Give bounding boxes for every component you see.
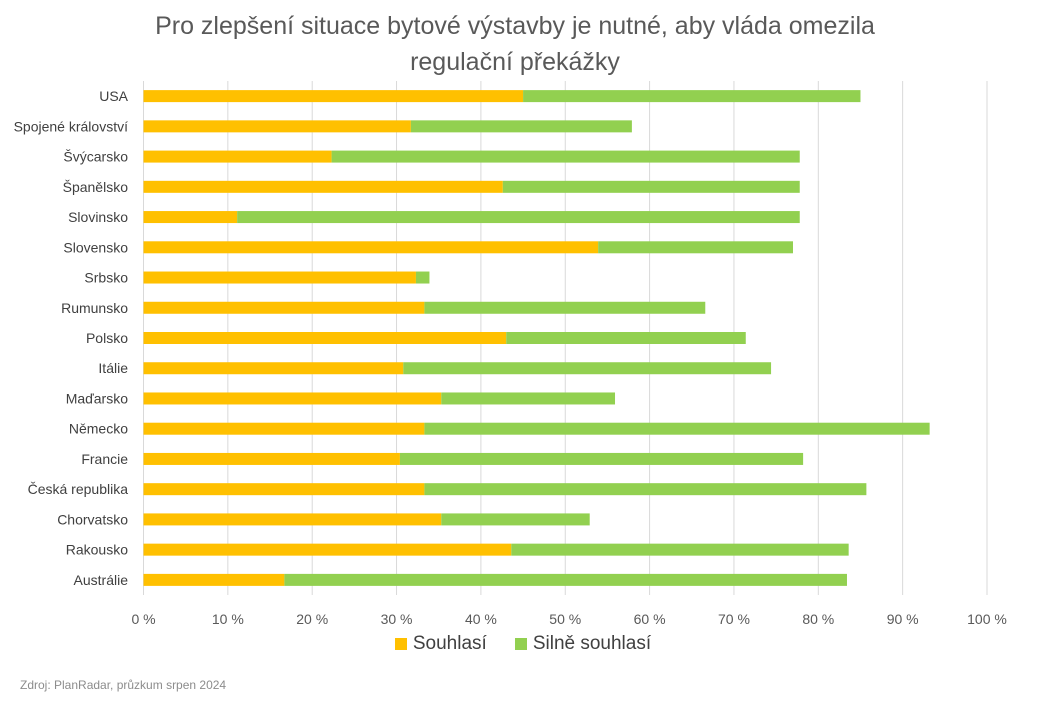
legend-swatch-silne-souhlasi (514, 638, 527, 650)
bar-silne-souhlasi (523, 90, 861, 103)
legend-label-silne-souhlasi: Silně souhlasí (532, 633, 652, 654)
category-label: Švýcarsko (63, 149, 128, 165)
chart-title-line-2: regulační překážky (410, 48, 620, 76)
category-label: Rakousko (66, 542, 128, 558)
x-tick-label: 0 % (131, 611, 155, 627)
chart-title: Pro zlepšení situace bytové výstavby je … (0, 8, 1030, 80)
bar-souhlasi (143, 241, 599, 254)
bar-silne-souhlasi (441, 513, 590, 526)
x-tick-label: 30 % (381, 611, 413, 627)
x-tick-label: 90 % (887, 611, 919, 627)
bar-souhlasi (143, 452, 400, 465)
category-label: Slovensko (63, 239, 128, 255)
category-label: Německo (69, 421, 128, 437)
bar-souhlasi (143, 513, 442, 526)
x-tick-label: 80 % (802, 611, 834, 627)
bar-souhlasi (143, 211, 238, 224)
bar-souhlasi (143, 483, 425, 496)
category-label: Srbsko (84, 270, 128, 286)
category-label: Francie (81, 451, 128, 467)
bar-souhlasi (143, 271, 416, 284)
x-tick-label: 20 % (296, 611, 328, 627)
legend-item-souhlasi: Souhlasí (394, 633, 487, 655)
x-tick-label: 40 % (465, 611, 497, 627)
bar-silne-souhlasi (441, 392, 616, 405)
category-label: Chorvatsko (57, 511, 128, 527)
bar-silne-souhlasi (511, 543, 849, 556)
bar-silne-souhlasi (331, 150, 800, 163)
bar-silne-souhlasi (506, 332, 746, 344)
category-label: Rumunsko (61, 300, 128, 316)
bar-silne-souhlasi (410, 120, 632, 133)
bar-souhlasi (143, 543, 512, 556)
bar-silne-souhlasi (598, 241, 793, 254)
bar-silne-souhlasi (424, 483, 867, 496)
x-tick-label: 70 % (718, 611, 750, 627)
bar-souhlasi (143, 150, 332, 163)
bar-silne-souhlasi (424, 301, 706, 314)
source-note: Zdroj: PlanRadar, průzkum srpen 2024 (20, 678, 227, 692)
bar-souhlasi (143, 573, 285, 586)
category-label: Itálie (98, 360, 128, 376)
category-label: USA (99, 88, 128, 104)
bar-souhlasi (143, 90, 524, 103)
category-label: Maďarsko (66, 390, 129, 406)
bar-souhlasi (143, 362, 404, 375)
legend: Souhlasí Silně souhlasí (0, 633, 1046, 655)
bar-silne-souhlasi (284, 573, 847, 586)
category-label: Spojené království (14, 118, 129, 134)
bar-silne-souhlasi (415, 271, 430, 284)
category-label: Austrálie (74, 572, 129, 588)
bar-souhlasi (143, 422, 425, 435)
bar-souhlasi (143, 332, 507, 344)
bar-silne-souhlasi (502, 180, 800, 193)
bar-silne-souhlasi (399, 452, 804, 465)
x-tick-label: 50 % (549, 611, 581, 627)
x-tick-label: 10 % (212, 611, 244, 627)
chart-title-line-1: Pro zlepšení situace bytové výstavby je … (155, 12, 875, 40)
bar-silne-souhlasi (237, 211, 800, 224)
bar-silne-souhlasi (403, 362, 772, 375)
bar-souhlasi (143, 180, 503, 193)
bar-souhlasi (143, 120, 411, 133)
category-label: Česká republika (28, 481, 129, 497)
legend-item-silne-souhlasi: Silně souhlasí (514, 633, 652, 655)
category-label: Slovinsko (68, 209, 128, 225)
bar-silne-souhlasi (424, 422, 930, 435)
legend-swatch-souhlasi (394, 638, 407, 650)
legend-label-souhlasi: Souhlasí (412, 633, 487, 654)
x-tick-label: 100 % (967, 611, 1007, 627)
category-label: Španělsko (63, 179, 129, 195)
category-label: Polsko (86, 330, 128, 346)
bar-souhlasi (143, 301, 425, 314)
x-tick-label: 60 % (634, 611, 666, 627)
bar-souhlasi (143, 392, 442, 405)
